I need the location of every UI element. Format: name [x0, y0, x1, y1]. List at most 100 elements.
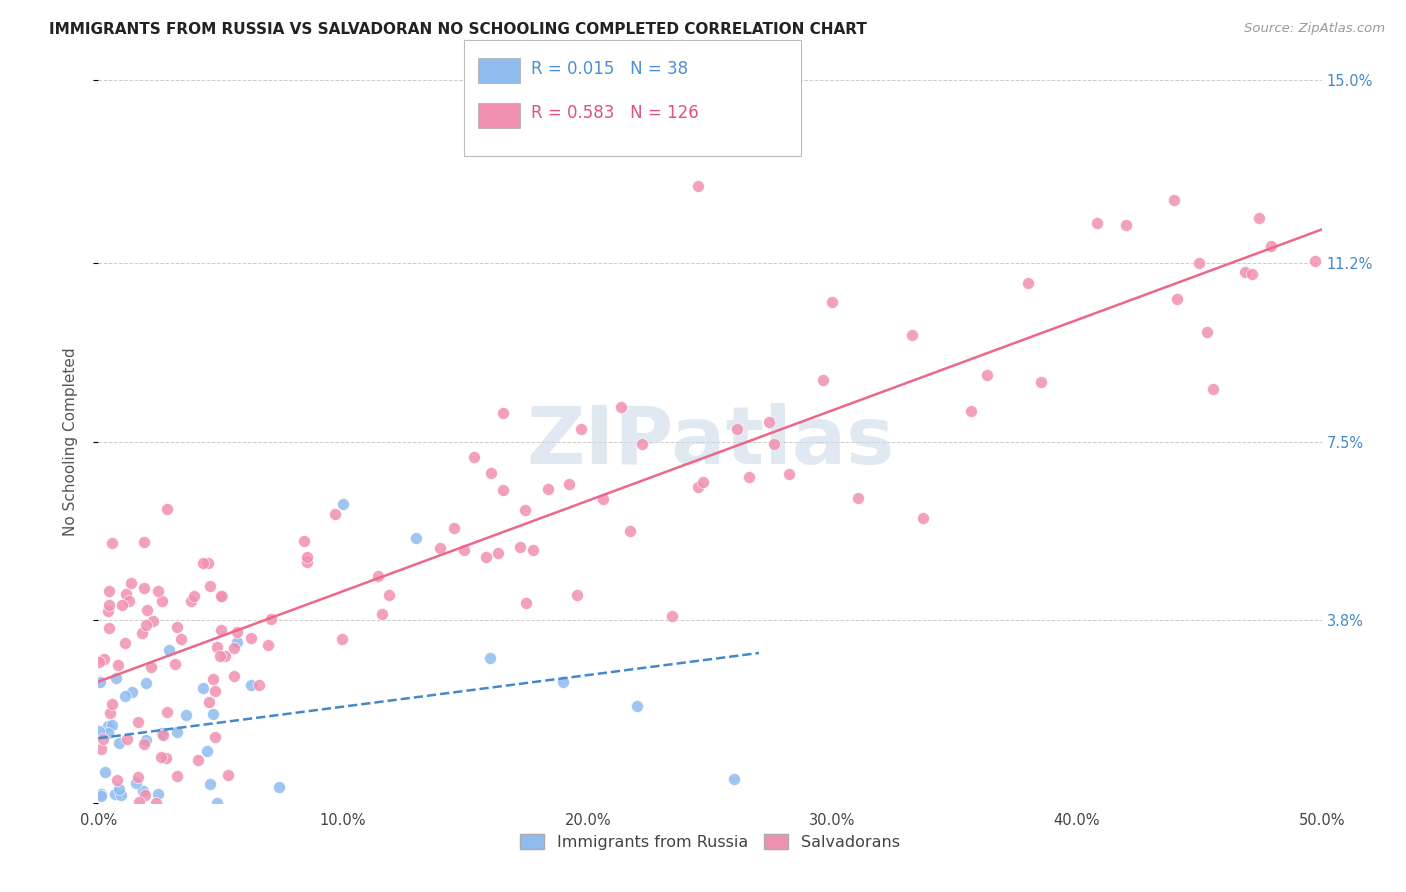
Point [758, 416, 780, 430]
Point [94, 765, 117, 780]
Point [170, 632, 193, 647]
Point [204, 684, 226, 698]
Point [131, 625, 153, 640]
Point [371, 607, 394, 621]
Point [205, 796, 228, 810]
Point [513, 502, 536, 516]
Point [134, 789, 156, 803]
Point [128, 795, 150, 809]
Point [157, 643, 180, 657]
Point [101, 718, 124, 732]
Point [813, 373, 835, 387]
Point [132, 535, 155, 549]
Point [146, 584, 169, 599]
Point [132, 737, 155, 751]
Point [152, 728, 174, 742]
Point [156, 705, 179, 719]
Point [97, 604, 120, 618]
Point [443, 521, 465, 535]
Point [166, 769, 188, 783]
Point [900, 328, 922, 343]
Point [183, 589, 205, 603]
Point [226, 634, 249, 648]
Point [105, 772, 128, 787]
Point [1115, 218, 1137, 232]
Point [114, 587, 136, 601]
Point [209, 624, 232, 638]
Point [200, 777, 222, 791]
Point [217, 767, 239, 781]
Point [224, 668, 246, 682]
Point [100, 536, 122, 550]
Text: IMMIGRANTS FROM RUSSIA VS SALVADORAN NO SCHOOLING COMPLETED CORRELATION CHART: IMMIGRANTS FROM RUSSIA VS SALVADORAN NO … [49, 22, 868, 37]
Point [101, 697, 124, 711]
Point [89, 723, 111, 738]
Point [725, 422, 748, 436]
Point [146, 787, 169, 801]
Point [453, 543, 475, 558]
Point [1188, 256, 1211, 270]
Point [295, 549, 318, 564]
Point [1017, 276, 1039, 290]
Point [142, 614, 165, 628]
Text: R = 0.583   N = 126: R = 0.583 N = 126 [531, 104, 699, 122]
Point [537, 482, 560, 496]
Point [111, 598, 134, 612]
Point [565, 588, 588, 602]
Point [205, 640, 228, 654]
Point [180, 594, 202, 608]
Point [821, 294, 844, 309]
Point [114, 636, 136, 650]
Point [135, 733, 157, 747]
Point [686, 179, 709, 194]
Point [492, 406, 515, 420]
Y-axis label: No Schooling Completed: No Schooling Completed [63, 347, 77, 536]
Point [609, 401, 631, 415]
Point [332, 497, 354, 511]
Point [1234, 264, 1257, 278]
Point [1201, 382, 1223, 396]
Point [208, 648, 231, 663]
Point [90, 742, 112, 756]
Point [98, 706, 121, 720]
Point [486, 546, 509, 560]
Point [492, 483, 515, 497]
Point [191, 681, 214, 695]
Point [405, 531, 427, 545]
Point [150, 726, 173, 740]
Point [87, 656, 110, 670]
Point [267, 780, 290, 795]
Point [1303, 253, 1326, 268]
Point [778, 467, 800, 481]
Text: ZIPatlas: ZIPatlas [526, 402, 894, 481]
Point [121, 685, 143, 699]
Point [202, 672, 225, 686]
Point [200, 579, 222, 593]
Point [763, 437, 786, 451]
Point [515, 596, 537, 610]
Point [98, 584, 121, 599]
Point [557, 477, 579, 491]
Point [187, 753, 209, 767]
Point [367, 569, 389, 583]
Point [553, 675, 575, 690]
Point [478, 651, 501, 665]
Point [150, 750, 173, 764]
Point [198, 695, 221, 709]
Point [127, 770, 149, 784]
Point [193, 556, 215, 570]
Point [1197, 325, 1219, 339]
Point [97, 719, 120, 733]
Point [522, 542, 544, 557]
Point [110, 789, 132, 803]
Point [125, 775, 148, 789]
Point [976, 368, 998, 383]
Point [114, 689, 136, 703]
Point [509, 540, 531, 554]
Point [378, 588, 401, 602]
Point [165, 657, 187, 672]
Point [214, 649, 236, 664]
Point [204, 730, 226, 744]
Point [135, 676, 157, 690]
Point [592, 492, 614, 507]
